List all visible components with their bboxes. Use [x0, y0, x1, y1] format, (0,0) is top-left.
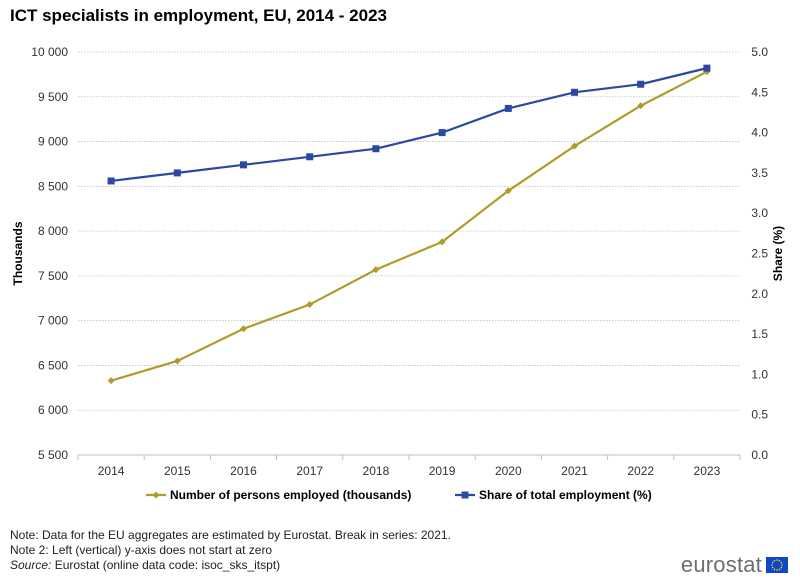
y-tick-label-left: 9 500: [38, 90, 68, 104]
chart-title: ICT specialists in employment, EU, 2014 …: [10, 6, 387, 25]
chart-notes: Note: Data for the EU aggregates are est…: [10, 528, 451, 573]
y-tick-label-right: 3.0: [751, 206, 768, 220]
x-tick-label: 2017: [296, 464, 323, 478]
series-line-persons: [110, 70, 708, 382]
x-tick-label: 2023: [694, 464, 721, 478]
data-point-persons: [173, 357, 181, 365]
source-label: Source:: [10, 558, 52, 572]
data-point-persons: [372, 266, 380, 274]
note-1: Note: Data for the EU aggregates are est…: [10, 528, 451, 542]
legend-marker-persons: [152, 491, 160, 499]
eurostat-logo: eurostat: [680, 552, 788, 577]
y-tick-label-right: 4.0: [751, 126, 768, 140]
data-point-share: [173, 169, 181, 177]
data-point-persons: [571, 142, 578, 150]
x-tick-label: 2014: [98, 464, 125, 478]
y-tick-label-right: 5.0: [751, 45, 768, 59]
x-tick-label: 2016: [230, 464, 257, 478]
data-point-persons: [107, 377, 115, 385]
y-tick-label-right: 0.0: [751, 448, 768, 462]
data-point-persons: [637, 102, 645, 110]
y-tick-label-right: 3.5: [751, 166, 768, 180]
series-line-share: [110, 67, 708, 183]
y-axis-title-left: Thousands: [11, 221, 25, 285]
y-tick-label-right: 1.5: [751, 327, 768, 341]
x-tick-label: 2019: [429, 464, 456, 478]
x-tick-label: 2022: [627, 464, 654, 478]
legend-label-persons: Number of persons employed (thousands): [170, 488, 411, 502]
eu-flag-icon: [766, 557, 788, 573]
data-point-share: [703, 64, 711, 72]
y-tick-label-left: 5 500: [38, 448, 68, 462]
x-tick-label: 2015: [164, 464, 191, 478]
data-point-share: [438, 129, 446, 137]
y-tick-label-left: 10 000: [31, 45, 68, 59]
line-chart: 5 500 6 000 6 500 7 000 7 500 8 000 8 500 9 000…: [11, 45, 785, 502]
y-tick-label-right: 0.5: [751, 408, 768, 422]
y-tick-label-right: 1.0: [751, 367, 768, 381]
data-point-persons: [438, 238, 446, 246]
y-tick-label-left: 7 000: [38, 314, 68, 328]
data-point-share: [306, 153, 314, 161]
note-2: Note 2: Left (vertical) y-axis does not …: [10, 543, 273, 557]
data-point-share: [372, 145, 380, 153]
source-text: Eurostat (online data code: isoc_sks_its…: [51, 558, 281, 572]
data-point-persons: [240, 325, 247, 333]
data-point-persons: [306, 301, 314, 309]
y-tick-label-right: 4.5: [751, 85, 768, 99]
y-axis-title-right: Share (%): [771, 226, 785, 281]
y-tick-label-left: 6 000: [38, 403, 68, 417]
y-tick-label-left: 7 500: [38, 269, 68, 283]
data-point-persons: [504, 187, 512, 195]
legend-label-share: Share of total employment (%): [479, 488, 652, 502]
x-tick-label: 2018: [363, 464, 390, 478]
data-point-share: [107, 177, 115, 185]
y-tick-label-left: 6 500: [38, 358, 68, 372]
y-tick-label-left: 9 000: [38, 135, 68, 149]
data-point-share: [571, 88, 578, 96]
y-tick-label-left: 8 000: [38, 224, 68, 238]
logo-text: eurostat: [680, 552, 762, 577]
y-tick-label-left: 8 500: [38, 179, 68, 193]
data-point-share: [504, 104, 512, 112]
y-tick-label-right: 2.0: [751, 287, 768, 301]
x-tick-label: 2020: [495, 464, 522, 478]
y-tick-label-right: 2.5: [751, 247, 768, 261]
source-line: Source: Eurostat (online data code: isoc…: [10, 558, 451, 573]
data-point-share: [637, 80, 645, 88]
x-tick-label: 2021: [561, 464, 588, 478]
legend-marker-share: [461, 491, 469, 499]
data-point-share: [240, 161, 247, 169]
